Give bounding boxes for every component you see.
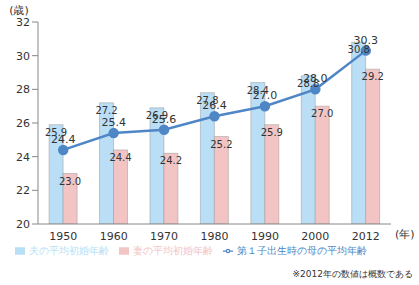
svg-text:1980: 1980	[201, 230, 229, 243]
svg-text:30: 30	[16, 50, 30, 63]
svg-text:26: 26	[16, 117, 30, 130]
svg-text:20: 20	[16, 218, 30, 231]
svg-text:1950: 1950	[49, 230, 77, 243]
svg-text:28.0: 28.0	[303, 72, 328, 85]
svg-text:30.3: 30.3	[354, 34, 379, 47]
svg-text:24.4: 24.4	[51, 133, 76, 146]
svg-text:2012: 2012	[352, 230, 380, 243]
html-text:※2012年の数値は概数である: ※2012年の数値は概数である	[292, 269, 413, 279]
svg-text:1960: 1960	[100, 230, 128, 243]
svg-text:1970: 1970	[150, 230, 178, 243]
html-text:夫の平均初婚年齢: 夫の平均初婚年齢	[28, 245, 109, 256]
svg-text:32: 32	[16, 16, 30, 29]
html-text:妻の平均初婚年齢: 妻の平均初婚年齢	[132, 245, 213, 256]
svg-text:25.6: 25.6	[152, 113, 177, 126]
svg-text:24.2: 24.2	[160, 155, 182, 166]
svg-text:26.4: 26.4	[202, 99, 227, 112]
svg-text:25.4: 25.4	[101, 116, 126, 129]
svg-text:1990: 1990	[251, 230, 279, 243]
svg-text:28: 28	[16, 83, 30, 96]
svg-text:22: 22	[16, 184, 30, 197]
svg-text:24.4: 24.4	[109, 152, 131, 163]
svg-text:27.0: 27.0	[311, 108, 333, 119]
svg-text:30.8: 30.8	[347, 44, 370, 56]
svg-text:(年): (年)	[395, 228, 411, 241]
svg-text:23.0: 23.0	[59, 176, 81, 187]
svg-text:24: 24	[16, 151, 30, 164]
html-text:第１子出生時の母の平均年齢: 第１子出生時の母の平均年齢	[236, 245, 367, 256]
svg-text:27.0: 27.0	[253, 89, 278, 102]
svg-text:25.2: 25.2	[210, 139, 232, 150]
svg-text:29.2: 29.2	[362, 71, 384, 82]
svg-text:(歳): (歳)	[9, 4, 29, 17]
svg-text:25.9: 25.9	[261, 127, 283, 138]
svg-text:27.2: 27.2	[95, 105, 117, 116]
svg-text:2000: 2000	[301, 230, 329, 243]
